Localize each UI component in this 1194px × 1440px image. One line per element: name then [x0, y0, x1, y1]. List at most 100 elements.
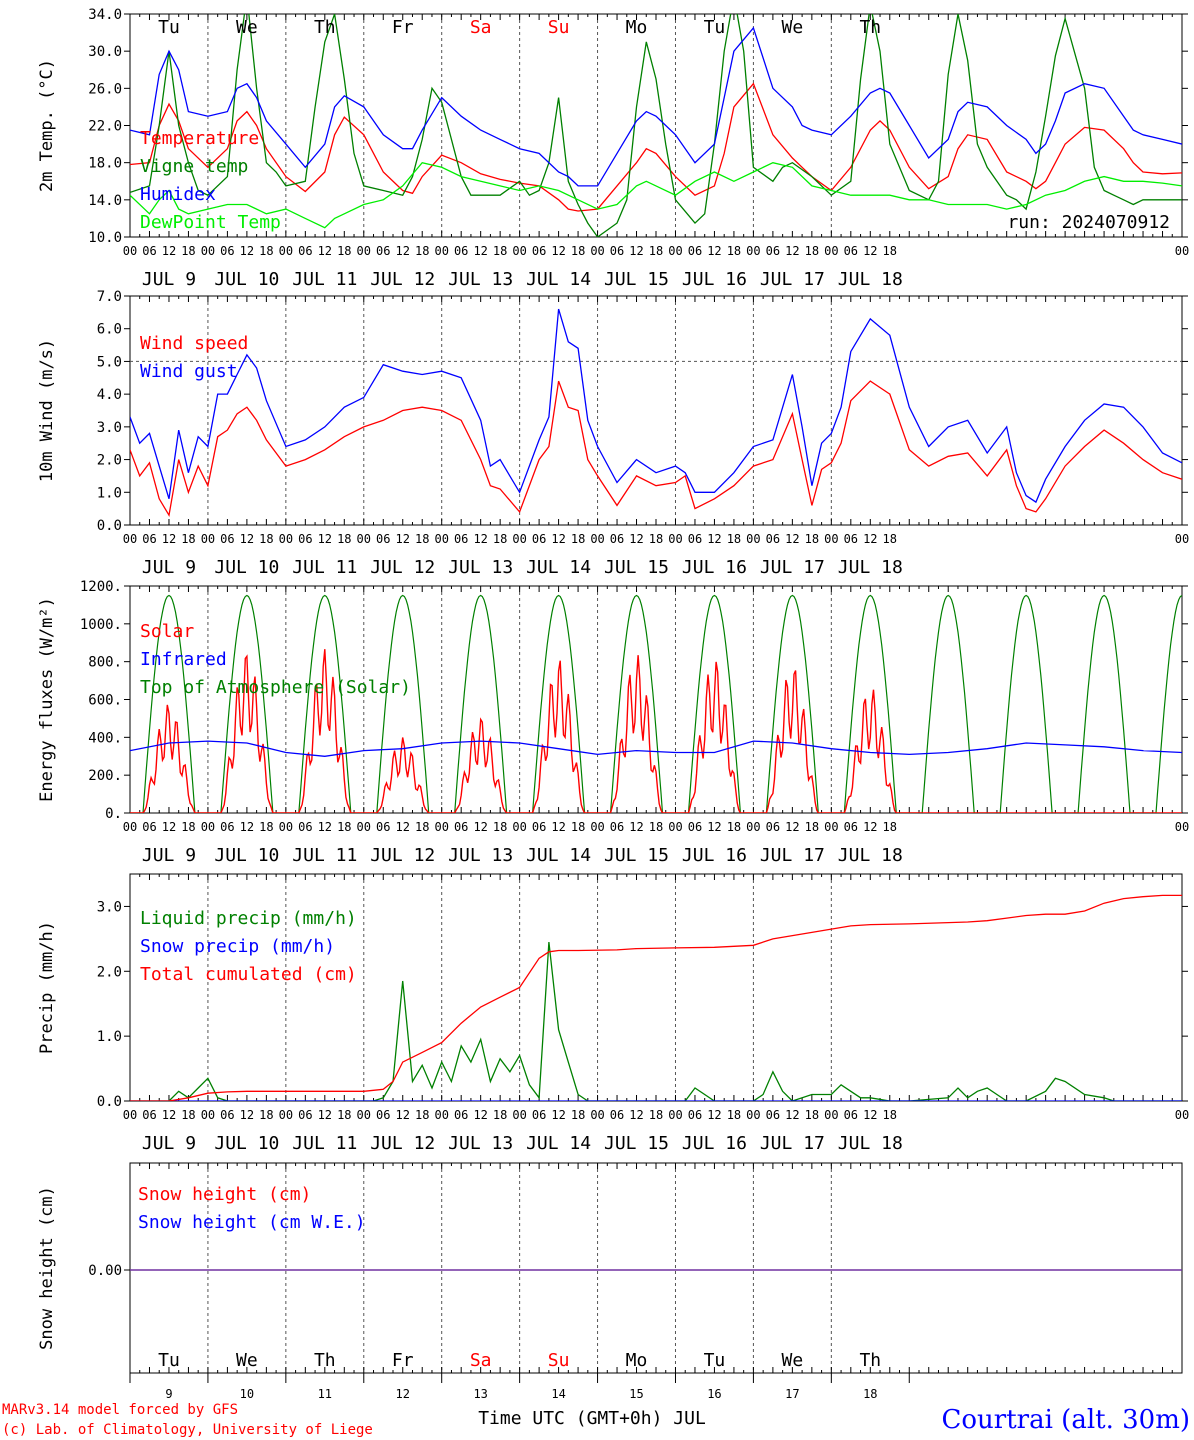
day-of-week-label-top: Fr [392, 17, 414, 38]
x-hour-label: 00 [1175, 820, 1189, 834]
x-hour-label: 06 [766, 244, 780, 258]
y-tick-label: 26.0 [88, 81, 122, 97]
x-date-label: JUL 9 [142, 269, 196, 290]
x-hour-label: 00 [123, 244, 137, 258]
x-hour-label: 06 [376, 1108, 390, 1122]
footer-model-line: MARv3.14 model forced by GFS [2, 1402, 238, 1418]
bottom-day-number: 16 [707, 1387, 721, 1401]
x-hour-label: 06 [298, 532, 312, 546]
x-hour-label: 12 [863, 532, 877, 546]
x-hour-label: 00 [668, 532, 682, 546]
x-hour-label: 12 [162, 244, 176, 258]
day-of-week-label-top: We [782, 17, 804, 38]
bottom-day-number: 11 [318, 1387, 332, 1401]
x-hour-label: 00 [590, 820, 604, 834]
x-hour-label: 12 [240, 532, 254, 546]
series-line-infrared [130, 740, 1182, 757]
x-date-label: JUL 10 [214, 845, 279, 866]
x-hour-label: 18 [493, 1108, 507, 1122]
x-hour-label: 06 [454, 532, 468, 546]
day-of-week-label-bottom: Tu [158, 1350, 180, 1371]
y-tick-label: 0.0 [97, 518, 122, 534]
x-hour-label: 06 [298, 1108, 312, 1122]
x-date-label: JUL 10 [214, 1133, 279, 1154]
x-hour-label: 12 [707, 244, 721, 258]
x-hour-label: 06 [454, 820, 468, 834]
x-hour-label: 12 [240, 244, 254, 258]
x-date-label: JUL 12 [370, 845, 435, 866]
legend-entry: Wind speed [140, 333, 248, 354]
footer-location: Courtrai (alt. 30m) [942, 1405, 1191, 1435]
legend-entry: Vigne temp [140, 156, 248, 177]
panel-series-3 [130, 594, 1182, 813]
x-hour-label: 00 [201, 820, 215, 834]
x-hour-label: 18 [883, 244, 897, 258]
x-hour-label: 00 [279, 532, 293, 546]
x-hour-label: 06 [688, 532, 702, 546]
x-hour-label: 00 [746, 820, 760, 834]
x-hour-label: 12 [473, 532, 487, 546]
y-tick-label: 1.0 [97, 1029, 122, 1045]
x-hour-label: 12 [785, 244, 799, 258]
panel-series-2 [130, 308, 1182, 518]
legend-entry: Top of Atmosphere (Solar) [140, 677, 411, 698]
x-hour-label: 00 [590, 244, 604, 258]
x-hour-label: 18 [337, 532, 351, 546]
x-date-label: JUL 9 [142, 845, 196, 866]
footer-credit-line: (c) Lab. of Climatology, University of L… [2, 1422, 373, 1438]
x-hour-label: 06 [766, 820, 780, 834]
day-of-week-label-top: Sa [470, 17, 492, 38]
x-hour-label: 00 [434, 244, 448, 258]
x-hour-label: 06 [376, 244, 390, 258]
day-of-week-label-bottom: Sa [470, 1350, 492, 1371]
x-hour-label: 00 [123, 820, 137, 834]
y-tick-label: 1200. [80, 579, 122, 595]
x-hour-label: 12 [863, 1108, 877, 1122]
x-hour-label: 18 [493, 532, 507, 546]
x-hour-label: 18 [571, 244, 585, 258]
x-hour-label: 00 [434, 532, 448, 546]
x-hour-label: 18 [259, 1108, 273, 1122]
y-tick-label: 18.0 [88, 156, 122, 172]
y-tick-label: 600. [88, 693, 122, 709]
x-hour-label: 06 [454, 244, 468, 258]
day-of-week-label-top: Tu [704, 17, 726, 38]
y-tick-label: 4.0 [97, 387, 122, 403]
y-tick-label: 0.00 [88, 1263, 122, 1279]
x-hour-label: 12 [240, 820, 254, 834]
x-hour-label: 00 [357, 532, 371, 546]
x-date-label: JUL 12 [370, 269, 435, 290]
x-hour-label: 06 [844, 820, 858, 834]
y-tick-label: 2.0 [97, 453, 122, 469]
legend-entry: Humidex [140, 184, 216, 205]
x-date-label: JUL 18 [838, 557, 903, 578]
day-of-week-label-top: Th [859, 17, 881, 38]
x-hour-label: 12 [318, 1108, 332, 1122]
x-hour-label: 18 [883, 820, 897, 834]
panel-series-4 [130, 894, 1182, 1101]
x-hour-label: 18 [181, 244, 195, 258]
panel-frame-1 [129, 13, 1183, 238]
x-hour-label: 06 [766, 1108, 780, 1122]
x-hour-label: 18 [415, 244, 429, 258]
x-date-label: JUL 17 [760, 845, 825, 866]
x-hour-label: 12 [551, 532, 565, 546]
x-date-label: JUL 16 [682, 1133, 747, 1154]
x-hour-label: 12 [863, 244, 877, 258]
x-hour-label: 18 [727, 532, 741, 546]
x-hour-label: 00 [824, 244, 838, 258]
x-hour-label: 18 [649, 1108, 663, 1122]
x-date-label: JUL 12 [370, 1133, 435, 1154]
x-hour-label: 12 [396, 244, 410, 258]
x-hour-label: 18 [883, 1108, 897, 1122]
x-date-label: JUL 14 [526, 845, 591, 866]
x-axis-title: Time UTC (GMT+0h) JUL [478, 1408, 706, 1429]
legend-entry: Snow height (cm) [138, 1184, 311, 1205]
x-hour-label: 18 [181, 820, 195, 834]
day-of-week-label-bottom: We [236, 1350, 258, 1371]
x-hour-label: 06 [142, 1108, 156, 1122]
y-tick-label: 30.0 [88, 44, 122, 60]
series-line-wind-speed [130, 380, 1182, 518]
x-hour-label: 12 [240, 1108, 254, 1122]
bottom-day-number: 13 [473, 1387, 487, 1401]
